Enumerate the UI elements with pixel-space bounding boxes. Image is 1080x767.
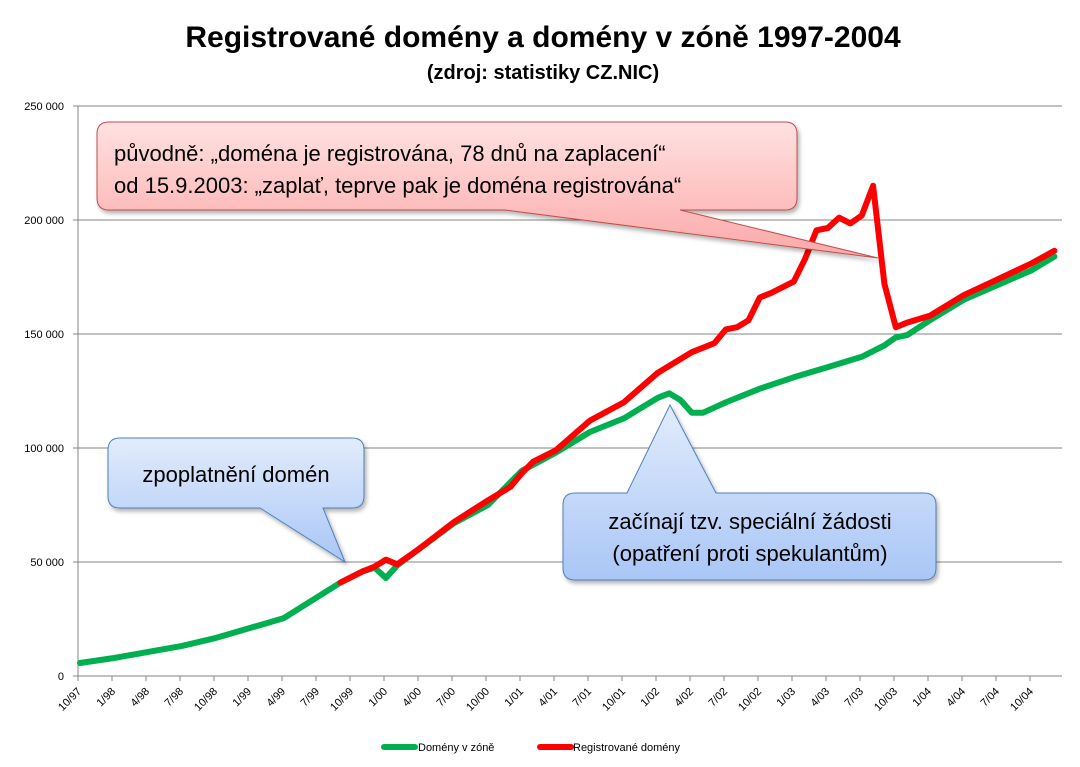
legend-label-zone: Domény v zóně — [418, 742, 494, 754]
x-axis-ticks: 10/97 1/98 4/98 7/98 10/98 1/99 4/99 7/99 10/99 1… — [56, 676, 1036, 714]
x-tick-label: 1/02 — [638, 686, 662, 710]
x-tick-label: 4/98 — [128, 686, 152, 710]
x-tick-label: 4/03 — [808, 686, 832, 710]
x-tick-label: 7/98 — [162, 686, 186, 710]
callout-fees-introduced — [107, 437, 365, 564]
legend-label-registered: Registrované domény — [573, 742, 681, 754]
x-tick-label: 1/98 — [94, 686, 118, 710]
y-tick-label: 200 000 — [24, 215, 64, 227]
series-line-registered-domains — [337, 182, 1058, 586]
x-tick-label: 10/03 — [872, 686, 900, 714]
x-tick-label: 1/00 — [366, 686, 390, 710]
chart-subtitle: (zdroj: statistiky CZ.NIC) — [427, 62, 659, 84]
x-tick-label: 4/04 — [944, 686, 968, 710]
y-tick-label: 100 000 — [24, 443, 64, 455]
callout-fee-change — [96, 121, 879, 259]
x-tick-label: 10/97 — [56, 686, 84, 714]
callout-fee-change-line1: původně: „doména je registrována, 78 dnů… — [114, 141, 666, 166]
y-axis-ticks: 0 50 000 100 000 150 000 200 000 250 000 — [24, 101, 78, 683]
x-tick-label: 4/00 — [400, 686, 424, 710]
y-tick-label: 150 000 — [24, 329, 64, 341]
x-tick-label: 7/03 — [842, 686, 866, 710]
y-tick-label: 50 000 — [30, 557, 64, 569]
callout-fees-introduced-text: zpoplatnění domén — [142, 462, 329, 487]
x-tick-label: 7/99 — [298, 686, 322, 710]
x-tick-label: 10/04 — [1008, 686, 1036, 714]
x-tick-label: 10/00 — [464, 686, 492, 714]
y-tick-label: 0 — [58, 671, 64, 683]
legend: Domény v zóně Registrované domény — [381, 742, 681, 754]
x-tick-label: 10/01 — [600, 686, 628, 714]
x-tick-label: 1/99 — [230, 686, 254, 710]
callout-special-requests — [562, 403, 937, 581]
axes — [77, 106, 1062, 677]
callout-special-requests-line1: začínají tzv. speciální žádosti — [608, 509, 891, 534]
x-tick-label: 4/99 — [264, 686, 288, 710]
x-tick-label: 7/02 — [706, 686, 730, 710]
x-tick-label: 7/00 — [434, 686, 458, 710]
x-tick-label: 7/04 — [978, 686, 1002, 710]
x-tick-label: 4/02 — [672, 686, 696, 710]
y-tick-label: 250 000 — [24, 101, 64, 113]
x-tick-label: 7/01 — [570, 686, 594, 710]
x-tick-label: 10/98 — [192, 686, 220, 714]
callout-special-requests-line2: (opatření proti spekulantům) — [612, 541, 887, 566]
series-lines — [77, 182, 1058, 666]
x-tick-label: 4/01 — [536, 686, 560, 710]
x-tick-label: 1/01 — [502, 686, 526, 710]
x-tick-label: 1/03 — [774, 686, 798, 710]
callout-fee-change-line2: od 15.9.2003: „zaplať, teprve pak je dom… — [114, 173, 681, 198]
x-tick-label: 10/99 — [328, 686, 356, 714]
x-tick-label: 1/04 — [910, 686, 934, 710]
chart-title: Registrované domény a domény v zóně 1997… — [185, 21, 901, 54]
x-tick-label: 10/02 — [736, 686, 764, 714]
